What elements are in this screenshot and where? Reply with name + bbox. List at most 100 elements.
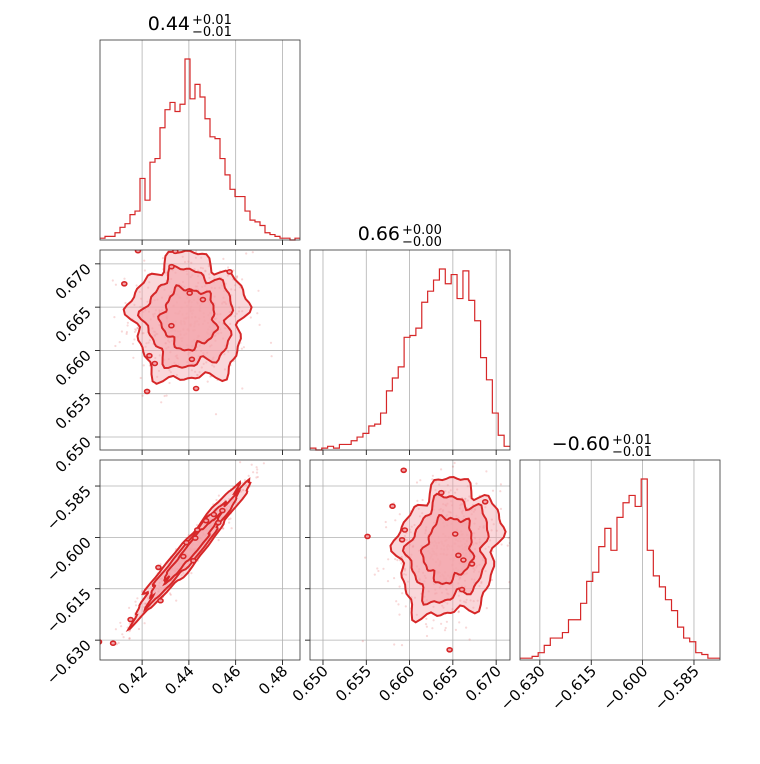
contour-line [162,508,224,587]
sample-point [135,329,138,332]
sample-point [464,497,467,500]
sample-point [146,300,149,303]
sample-point [139,376,142,380]
contour-island [226,268,233,275]
sample-point [196,524,199,527]
histogram-line [100,58,300,241]
sample-point [476,451,478,453]
y-tick-label: 0.665 [52,303,95,346]
x-tick-label: 0.48 [255,662,291,698]
sample-point [204,269,207,272]
sample-point [213,277,216,280]
sample-point [404,568,407,571]
sample-point [489,539,492,542]
sample-point [476,599,479,602]
scatter-panel-2 [95,459,301,665]
sample-point [148,281,151,284]
sample-point [490,529,493,532]
sample-point [495,529,498,532]
sample-point [485,607,488,610]
sample-point [204,270,207,273]
sample-point [190,261,193,264]
sample-point [144,345,147,348]
x-tick-label: −0.600 [599,662,651,714]
sample-point [126,321,129,324]
sample-point [446,484,449,487]
sample-point [415,613,418,616]
sample-point [125,332,128,335]
sample-point [169,593,172,596]
sample-point [209,375,212,378]
sample-point [413,596,417,599]
sample-point [133,338,136,341]
sample-point [141,394,144,397]
sample-point [393,577,396,580]
sample-point [258,323,261,326]
sample-point [229,517,232,520]
sample-point [169,371,172,374]
sample-point [201,267,204,270]
sample-point [195,373,199,376]
sample-point [472,600,475,603]
sample-point [230,288,233,291]
sample-point [400,555,403,559]
sample-point [398,613,401,616]
contour-island [215,519,222,526]
sample-point [397,603,400,606]
sample-point [468,495,471,498]
sample-point [227,266,230,269]
sample-point [211,364,214,367]
y-tick-label: 0.650 [52,433,95,476]
sample-point [135,284,138,287]
param-title-minus: −0.00 [402,235,442,250]
contour-island [121,280,128,287]
sample-point [114,283,117,286]
contour-island [398,536,406,543]
histogram-panel-1: 0.44 +0.01−0.01 [99,13,301,245]
axes-frame [99,249,301,451]
sample-point [136,327,139,330]
sample-point [168,369,171,372]
sample-point [431,474,434,477]
sample-point [168,381,171,385]
sample-point [141,332,144,335]
sample-point [484,570,487,573]
sample-point [445,620,448,623]
sample-point [393,643,396,646]
sample-point [425,617,428,620]
sample-point [451,465,455,468]
sample-point [446,602,449,605]
sample-point [464,601,467,604]
sample-point [270,355,273,358]
sample-point [475,482,478,485]
contour-line [142,488,242,613]
sample-point [175,373,178,377]
x-tick-label: 0.660 [375,662,418,705]
contour-line [136,263,235,370]
density-group [361,451,510,653]
contour-island [127,616,134,623]
sample-point [132,356,135,359]
sample-point [425,625,428,628]
sample-point [456,488,459,491]
sample-point [235,276,239,279]
sample-point [120,625,123,628]
scatter-panel-3 [305,451,511,665]
sample-point [184,233,186,235]
sample-point [128,637,131,640]
y-tick-label: 0.655 [52,390,95,433]
x-tick-label: 0.665 [419,662,462,705]
sample-point [403,573,406,576]
sample-point [499,483,502,486]
contour-island [109,640,117,647]
sample-point [205,361,208,364]
contour-island [437,489,445,496]
sample-point [382,567,385,570]
sample-point [136,326,139,329]
x-tick-label: −0.630 [497,662,549,714]
sample-point [213,365,216,368]
y-tick-label: −0.600 [43,533,95,585]
sample-point [161,257,165,260]
sample-point [154,356,157,360]
sample-point [415,481,419,484]
